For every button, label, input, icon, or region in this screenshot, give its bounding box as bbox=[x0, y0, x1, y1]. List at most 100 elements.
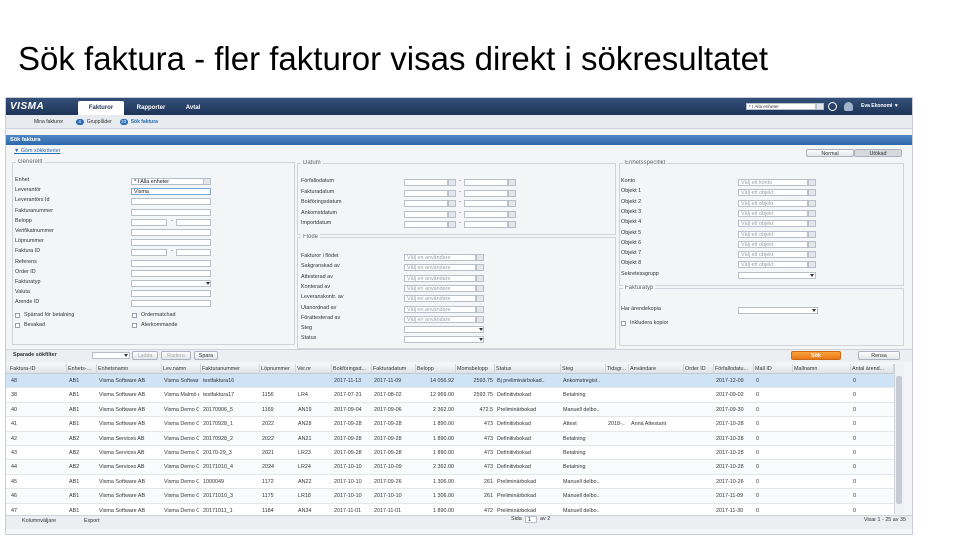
breadcrumb-item[interactable]: Mina fakturor bbox=[34, 119, 64, 125]
lookup-button[interactable] bbox=[808, 261, 816, 269]
checkbox[interactable] bbox=[132, 313, 137, 318]
checkbox-label[interactable]: Återkommande bbox=[141, 322, 178, 328]
page-last[interactable] bbox=[581, 517, 591, 524]
calendar-button[interactable] bbox=[508, 200, 516, 207]
text-input[interactable] bbox=[131, 239, 211, 247]
calendar-button[interactable] bbox=[448, 221, 456, 228]
table-row[interactable] bbox=[6, 446, 894, 461]
text-input[interactable] bbox=[131, 229, 211, 236]
filter-select[interactable] bbox=[92, 352, 130, 359]
lookup-button[interactable] bbox=[808, 251, 816, 259]
scrollbar-thumb[interactable] bbox=[896, 376, 902, 504]
lookup-button[interactable] bbox=[808, 179, 816, 186]
user-input[interactable]: Välj en användare bbox=[404, 305, 476, 313]
nav-tab[interactable]: Fakturor bbox=[78, 101, 124, 115]
column-header[interactable]: Fakturanummer bbox=[201, 364, 260, 374]
select-input[interactable] bbox=[738, 307, 818, 314]
column-header[interactable]: Löpnummer bbox=[260, 364, 296, 374]
date-input[interactable] bbox=[464, 200, 508, 207]
text-input[interactable] bbox=[131, 269, 211, 277]
calendar-button[interactable] bbox=[508, 210, 516, 218]
text-input[interactable] bbox=[131, 280, 211, 287]
table-row[interactable] bbox=[6, 474, 894, 490]
column-header[interactable]: Belopp bbox=[416, 364, 456, 374]
lookup-button[interactable] bbox=[808, 209, 816, 217]
table-row[interactable] bbox=[6, 417, 894, 432]
column-header[interactable]: Bokföringsd... bbox=[332, 364, 372, 374]
clear-button[interactable]: Rensa bbox=[858, 351, 900, 360]
filter-button[interactable]: Radera bbox=[161, 351, 191, 360]
toggle-criteria[interactable]: ▼ Göm sökkriterier bbox=[14, 148, 61, 154]
calendar-button[interactable] bbox=[508, 189, 516, 197]
calendar-button[interactable] bbox=[448, 200, 456, 207]
date-input[interactable] bbox=[464, 179, 508, 186]
text-input[interactable] bbox=[131, 290, 211, 298]
column-header[interactable]: Fakturadatum bbox=[372, 364, 416, 374]
breadcrumb-item[interactable]: Grupplåder bbox=[86, 119, 112, 125]
user-menu[interactable]: Eva Ekonomi ▼ bbox=[861, 103, 899, 109]
column-header[interactable]: Status bbox=[495, 364, 561, 374]
text-input[interactable] bbox=[131, 249, 167, 257]
user-picker-button[interactable] bbox=[476, 305, 484, 313]
lookup-input[interactable]: Välj ett objekt bbox=[738, 189, 808, 197]
column-header[interactable]: Mallnamn bbox=[793, 364, 851, 374]
calendar-button[interactable] bbox=[448, 189, 456, 197]
date-input[interactable] bbox=[404, 200, 448, 207]
unit-select-button[interactable] bbox=[816, 103, 824, 110]
user-icon[interactable] bbox=[844, 102, 853, 111]
column-header[interactable]: Enhets-... bbox=[67, 364, 97, 374]
text-input[interactable] bbox=[176, 249, 211, 257]
filter-button[interactable]: Ladda bbox=[132, 351, 158, 360]
text-input[interactable] bbox=[131, 208, 211, 216]
user-picker-button[interactable] bbox=[476, 295, 484, 303]
user-picker-button[interactable] bbox=[476, 264, 484, 272]
column-header[interactable]: Momsbelopp bbox=[456, 364, 495, 374]
column-header[interactable]: Faktura-ID bbox=[9, 364, 67, 374]
checkbox-label[interactable]: Bevakad bbox=[24, 322, 45, 328]
column-header[interactable]: Order ID bbox=[684, 364, 714, 374]
text-input[interactable] bbox=[131, 300, 211, 308]
lookup-button[interactable] bbox=[808, 230, 816, 238]
text-input[interactable]: * I Alla enheter bbox=[131, 178, 211, 185]
user-input[interactable]: Välj en användare bbox=[404, 264, 476, 272]
table-row[interactable] bbox=[6, 460, 894, 475]
checkbox[interactable] bbox=[15, 323, 20, 328]
text-input[interactable] bbox=[131, 198, 211, 206]
column-header[interactable]: Användare bbox=[629, 364, 684, 374]
date-input[interactable] bbox=[464, 221, 508, 228]
help-icon[interactable] bbox=[828, 102, 837, 111]
calendar-button[interactable] bbox=[448, 179, 456, 186]
table-row[interactable] bbox=[6, 374, 894, 389]
checkbox[interactable] bbox=[132, 323, 137, 328]
column-picker[interactable]: Kolumnväljare bbox=[22, 518, 57, 524]
column-header[interactable]: Enhetsnamn bbox=[97, 364, 162, 374]
column-header[interactable]: Ver.nr bbox=[296, 364, 332, 374]
user-input[interactable]: Välj en användare bbox=[404, 315, 476, 323]
column-header[interactable]: Mall ID bbox=[754, 364, 793, 374]
user-picker-button[interactable] bbox=[476, 274, 484, 282]
lookup-input[interactable]: Välj ett objekt bbox=[738, 230, 808, 238]
checkbox-label[interactable]: Inkludera kopior bbox=[630, 320, 669, 326]
column-header[interactable]: Förfallodatu... bbox=[714, 364, 754, 374]
checkbox-label[interactable]: Spärrad för betalning bbox=[24, 312, 75, 318]
lookup-button[interactable] bbox=[808, 189, 816, 197]
column-header[interactable]: Lev.namn bbox=[162, 364, 201, 374]
export-link[interactable]: Export bbox=[84, 518, 100, 524]
checkbox[interactable] bbox=[621, 321, 626, 326]
lookup-input[interactable]: Välj ett objekt bbox=[738, 220, 808, 228]
select-input[interactable] bbox=[404, 336, 484, 344]
user-input[interactable]: Välj en användare bbox=[404, 295, 476, 303]
user-input[interactable]: Välj en användare bbox=[404, 254, 476, 261]
date-input[interactable] bbox=[464, 189, 508, 197]
nav-tab[interactable]: Rapporter bbox=[136, 105, 166, 111]
lookup-input[interactable]: Välj ett objekt bbox=[738, 199, 808, 207]
text-input[interactable]: Visma bbox=[131, 188, 211, 196]
search-button[interactable]: Sök bbox=[791, 351, 841, 360]
unit-select[interactable]: * I Alla enheter bbox=[746, 103, 816, 110]
select-input[interactable] bbox=[404, 326, 484, 334]
checkbox[interactable] bbox=[15, 313, 20, 318]
calendar-button[interactable] bbox=[448, 210, 456, 218]
lookup-input[interactable]: Välj ett objekt bbox=[738, 240, 808, 248]
calendar-button[interactable] bbox=[508, 179, 516, 186]
date-input[interactable] bbox=[404, 179, 448, 186]
